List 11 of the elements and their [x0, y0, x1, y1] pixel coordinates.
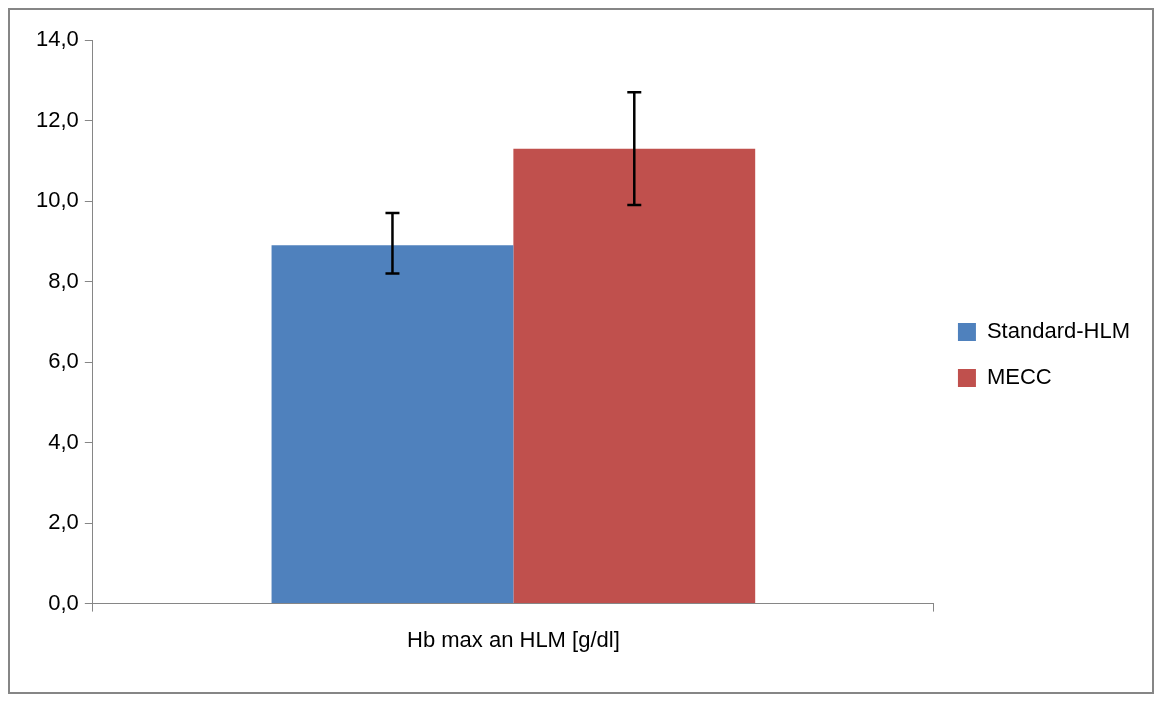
y-tick-label: 8,0	[48, 267, 79, 293]
y-tick-label: 12,0	[35, 106, 79, 132]
legend-label: MECC	[986, 364, 1052, 390]
y-tick-label: 14,0	[35, 26, 79, 52]
y-tick-label: 4,0	[48, 428, 79, 454]
legend-label: Standard-HLM	[986, 318, 1131, 344]
y-tick-label: 2,0	[48, 509, 79, 535]
y-tick-label: 0,0	[48, 589, 79, 615]
x-tick-label: Hb max an HLM [g/dl]	[407, 626, 620, 652]
y-tick-label: 6,0	[48, 348, 79, 374]
y-tick-label: 10,0	[35, 187, 79, 213]
